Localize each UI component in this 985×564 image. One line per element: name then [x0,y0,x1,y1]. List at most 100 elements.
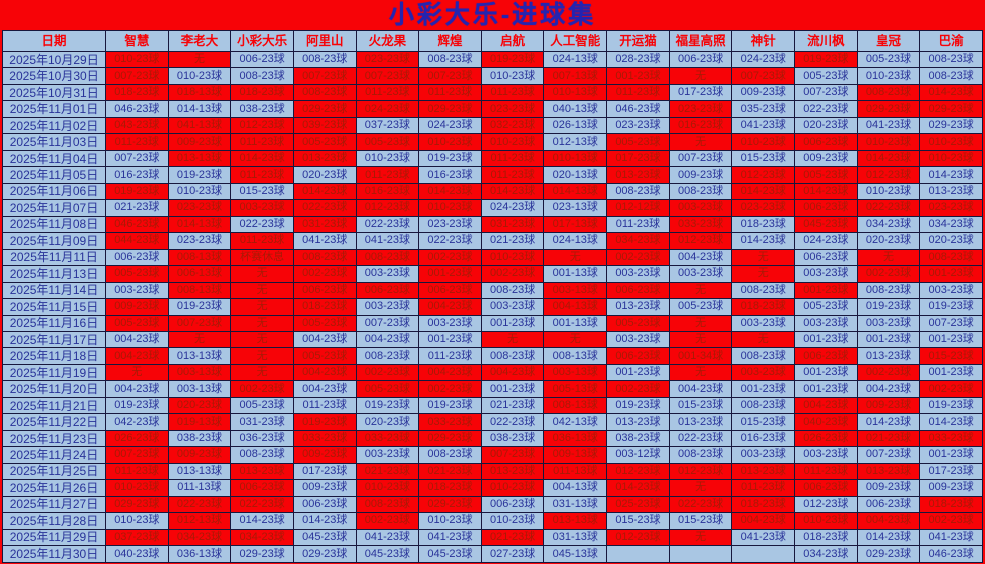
value-cell: 011-23球 [480,166,545,184]
value-cell: 010-23球 [355,149,420,168]
value-cell: 041-23球 [731,528,796,547]
value-cell: 011-23球 [418,83,482,102]
date-cell: 2025年11月03日 [2,133,106,151]
value-cell: 008-23球 [418,446,482,464]
value-cell: 024-23球 [794,232,858,250]
value-cell: 042-23球 [105,413,169,431]
value-cell: 021-23球 [480,528,545,547]
value-cell: 010-23球 [480,133,545,151]
value-cell: 010-23球 [480,479,545,497]
value-cell: 022-23球 [668,495,733,514]
value-cell: 033-23球 [355,429,420,448]
value-cell: 无 [668,479,733,497]
date-cell: 2025年11月21日 [2,396,106,415]
value-cell: 022-23球 [230,215,294,234]
value-cell: 022-23球 [230,495,294,514]
value-cell: 005-13球 [543,380,608,398]
date-cell: 2025年10月30日 [2,67,106,85]
value-cell: 008-13球 [543,347,608,365]
value-cell: 015-23球 [919,347,983,365]
value-cell: 无 [480,330,545,349]
value-cell: 009-23球 [292,446,357,464]
value-cell: 011-23球 [230,232,294,250]
value-cell: 003-23球 [418,314,482,332]
value-cell: 019-23球 [919,298,983,316]
value-cell: 003-23球 [606,265,670,283]
value-cell: 020-23球 [794,116,858,135]
value-cell: 017-23球 [292,462,357,481]
value-cell: 无 [230,314,294,332]
value-cell: 010-23球 [105,50,169,69]
value-cell: 012-12球 [606,199,670,217]
value-cell: 004-23球 [856,380,921,398]
value-cell: 011-23球 [418,347,482,365]
value-cell: 013-23球 [856,462,921,481]
table-row: 2025年11月11日 006-23球 008-13球 杯赛休息 008-23球 008-… [2,248,983,267]
value-cell: 027-23球 [480,545,545,563]
table-row: 2025年11月20日 004-23球 003-13球 002-23球 004-23球 0… [2,380,983,398]
value-cell: 045-13球 [543,545,608,563]
value-cell: 007-23球 [418,67,482,85]
value-cell: 010-23球 [105,512,169,530]
value-cell: 020-23球 [355,413,420,431]
value-cell: 004-23球 [731,512,796,530]
value-cell: 无 [167,50,232,69]
value-cell: 019-23球 [292,413,357,431]
value-cell [606,545,670,563]
table-row: 2025年11月16日 005-23球 007-23球无 005-23球 007-23球… [2,314,983,332]
value-cell: 004-23球 [480,363,545,382]
value-cell: 008-23球 [668,446,733,464]
value-cell: 001-23球 [480,380,545,398]
value-cell: 008-23球 [355,248,420,267]
value-cell: 011-23球 [230,133,294,151]
date-cell: 2025年11月15日 [2,298,106,316]
value-cell: 011-23球 [105,462,169,481]
value-cell: 004-23球 [668,380,733,398]
value-cell: 018-23球 [292,298,357,316]
value-cell: 013-23球 [856,347,921,365]
value-cell: 029-23球 [292,100,357,118]
value-cell: 001-23球 [919,363,983,382]
col-header-小彩大乐: 小彩大乐 [230,30,294,52]
value-cell: 001-23球 [606,67,670,85]
value-cell: 038-23球 [480,429,545,448]
value-cell: 008-23球 [731,281,796,300]
value-cell: 014-23球 [230,512,294,530]
value-cell: 021-23球 [105,199,169,217]
value-cell: 011-13球 [167,479,232,497]
value-cell: 003-23球 [230,199,294,217]
value-cell: 013-23球 [919,182,983,201]
value-cell: 008-13球 [543,396,608,415]
value-cell: 无 [668,314,733,332]
value-cell: 002-23球 [606,248,670,267]
value-cell: 014-23球 [856,528,921,547]
value-cell: 011-23球 [105,133,169,151]
value-cell: 002-23球 [418,380,482,398]
value-cell: 003-23球 [105,281,169,300]
date-cell: 2025年11月13日 [2,265,106,283]
value-cell: 016-23球 [355,182,420,201]
value-cell: 014-23球 [919,166,983,184]
value-cell: 023-23球 [480,100,545,118]
value-cell: 028-23球 [606,50,670,69]
value-cell: 036-23球 [230,429,294,448]
value-cell: 008-23球 [668,182,733,201]
value-cell: 033-23球 [668,215,733,234]
value-cell: 011-23球 [794,462,858,481]
date-cell: 2025年11月25日 [2,462,106,481]
value-cell: 无 [668,133,733,151]
value-cell: 008-23球 [230,67,294,85]
value-cell: 无 [543,330,608,349]
value-cell: 004-23球 [668,248,733,267]
value-cell: 013-23球 [480,462,545,481]
value-cell: 无 [856,248,921,267]
value-cell: 无 [731,265,796,283]
value-cell: 023-23球 [919,199,983,217]
value-cell: 004-23球 [856,512,921,530]
value-cell: 024-23球 [418,116,482,135]
table-row: 2025年11月30日 040-23球 036-13球 029-23球 029-23球 0… [2,545,983,563]
value-cell: 003-23球 [919,281,983,300]
value-cell: 003-13球 [167,363,232,382]
table-row: 2025年11月25日 011-23球 013-13球 013-23球 017-23球 0… [2,462,983,481]
value-cell: 007-13球 [543,67,608,85]
